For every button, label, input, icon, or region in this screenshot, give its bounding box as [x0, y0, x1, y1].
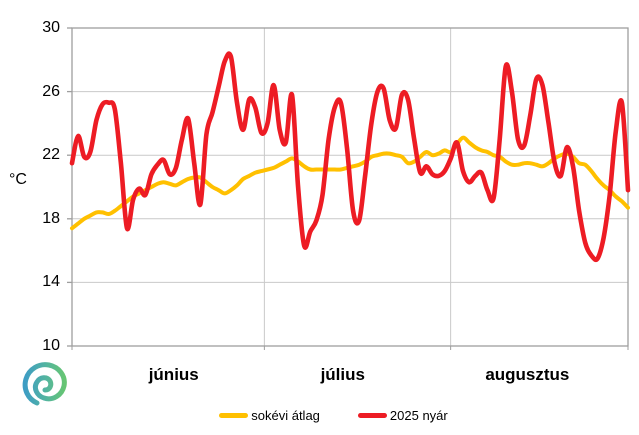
- chart-legend: sokévi átlag 2025 nyár: [0, 403, 639, 427]
- y-tick-10: 10: [42, 337, 60, 354]
- x-axis-label-junius: június: [148, 365, 199, 384]
- x-axis-label-julius: július: [320, 365, 365, 384]
- spiral-logo: [22, 362, 67, 406]
- y-tick-30: 30: [42, 19, 60, 36]
- legend-swatch-average-line: [219, 412, 249, 418]
- x-axis-label-augusztus: augusztus: [485, 365, 570, 384]
- legend-swatch-2025-line: [357, 412, 387, 418]
- y-tick-18: 18: [42, 209, 60, 227]
- y-tick-22: 22: [42, 146, 60, 164]
- y-axis-unit-label: °C: [9, 171, 27, 188]
- y-tick-14: 14: [42, 273, 60, 291]
- legend-item-2025: 2025 nyár: [357, 407, 448, 423]
- legend-item-average: sokévi átlag: [219, 408, 320, 423]
- legend-label-2025: 2025 nyár: [389, 407, 448, 423]
- y-tick-26: 26: [42, 82, 60, 100]
- legend-label-average: sokévi átlag: [251, 407, 320, 423]
